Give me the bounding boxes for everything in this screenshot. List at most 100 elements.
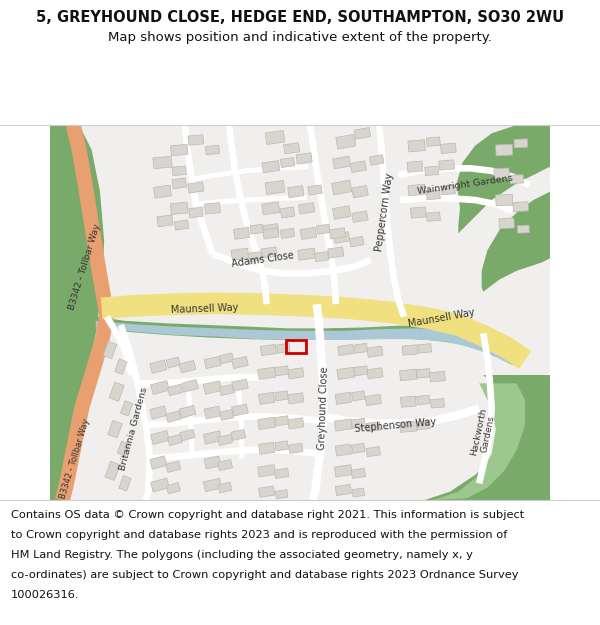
Bar <box>352 488 365 497</box>
Polygon shape <box>50 125 104 500</box>
Bar <box>353 366 368 376</box>
Bar <box>232 356 248 369</box>
Bar <box>400 369 417 381</box>
Bar <box>425 166 439 176</box>
Bar <box>220 409 233 421</box>
Bar <box>335 392 352 404</box>
Bar <box>204 456 221 469</box>
Bar <box>203 478 221 492</box>
Polygon shape <box>476 332 495 484</box>
Bar <box>154 185 172 198</box>
Bar <box>349 236 364 247</box>
Bar <box>335 444 352 456</box>
Bar <box>205 202 220 214</box>
Bar <box>274 416 289 426</box>
Polygon shape <box>226 124 266 272</box>
Bar <box>248 252 262 262</box>
Bar <box>366 422 380 432</box>
Bar <box>494 168 509 179</box>
Polygon shape <box>433 383 525 500</box>
Bar <box>314 252 329 262</box>
Bar <box>170 202 188 214</box>
Bar <box>514 139 528 148</box>
Text: Stephenson Way: Stephenson Way <box>355 416 437 434</box>
Bar <box>367 368 383 379</box>
Bar <box>280 228 295 238</box>
Polygon shape <box>398 165 530 188</box>
Polygon shape <box>55 123 114 502</box>
Polygon shape <box>137 374 263 387</box>
Bar <box>496 194 513 206</box>
Bar <box>150 360 167 373</box>
Text: Greyhound Close: Greyhound Close <box>317 366 330 450</box>
Text: Peppercorn Way: Peppercorn Way <box>374 173 395 253</box>
Bar <box>352 211 368 222</box>
Bar <box>233 228 250 239</box>
Bar <box>262 161 280 172</box>
Bar <box>220 353 233 364</box>
Text: Adams Close: Adams Close <box>230 251 295 269</box>
Polygon shape <box>150 447 321 462</box>
Bar <box>335 484 352 496</box>
Text: Map shows position and indicative extent of the property.: Map shows position and indicative extent… <box>108 31 492 44</box>
Bar <box>275 391 289 401</box>
Bar <box>332 206 351 219</box>
Polygon shape <box>425 375 550 500</box>
Polygon shape <box>307 124 337 271</box>
Bar <box>258 418 275 429</box>
Bar <box>258 368 275 379</box>
Bar <box>115 359 127 374</box>
Bar <box>417 395 430 405</box>
Bar <box>218 482 232 493</box>
Bar <box>274 468 289 478</box>
Text: 100026316.: 100026316. <box>11 590 79 600</box>
Bar <box>499 218 514 229</box>
Bar <box>427 212 440 221</box>
Bar <box>250 224 263 234</box>
Bar <box>400 396 416 408</box>
Bar <box>151 381 169 394</box>
Bar <box>416 369 430 378</box>
Bar <box>117 441 130 456</box>
Bar <box>337 368 355 379</box>
Bar <box>288 418 304 429</box>
Bar <box>258 465 275 477</box>
Bar <box>334 232 350 243</box>
Bar <box>172 178 187 189</box>
Bar <box>351 468 365 478</box>
Polygon shape <box>235 378 244 458</box>
Polygon shape <box>482 192 550 292</box>
Bar <box>182 379 199 392</box>
Text: HM Land Registry. The polygons (including the associated geometry, namely x, y: HM Land Registry. The polygons (includin… <box>11 550 473 560</box>
Bar <box>188 182 204 193</box>
Polygon shape <box>400 195 514 214</box>
Bar <box>188 135 204 145</box>
Bar <box>103 341 117 359</box>
Bar <box>439 160 455 170</box>
Polygon shape <box>330 271 339 304</box>
Bar <box>427 190 440 200</box>
Polygon shape <box>308 304 328 501</box>
Bar <box>172 166 186 176</box>
Text: Maunsell Way: Maunsell Way <box>407 308 476 329</box>
Polygon shape <box>457 125 550 233</box>
Polygon shape <box>182 124 215 255</box>
Bar <box>317 224 330 234</box>
Bar <box>410 207 426 218</box>
Bar <box>259 442 275 454</box>
Bar <box>166 482 181 494</box>
Bar <box>430 399 445 408</box>
Bar <box>167 434 182 446</box>
Bar <box>150 406 167 419</box>
Bar <box>440 143 456 154</box>
Text: to Crown copyright and database rights 2023 and is reproduced with the permissio: to Crown copyright and database rights 2… <box>11 530 507 540</box>
Text: 5, GREYHOUND CLOSE, HEDGE END, SOUTHAMPTON, SO30 2WU: 5, GREYHOUND CLOSE, HEDGE END, SOUTHAMPT… <box>36 11 564 26</box>
Bar <box>352 443 365 453</box>
Bar <box>496 144 513 156</box>
Bar <box>329 228 346 239</box>
Bar <box>204 356 221 369</box>
Bar <box>180 429 195 441</box>
Bar <box>175 220 189 230</box>
Bar <box>332 156 351 169</box>
Bar <box>416 420 430 430</box>
